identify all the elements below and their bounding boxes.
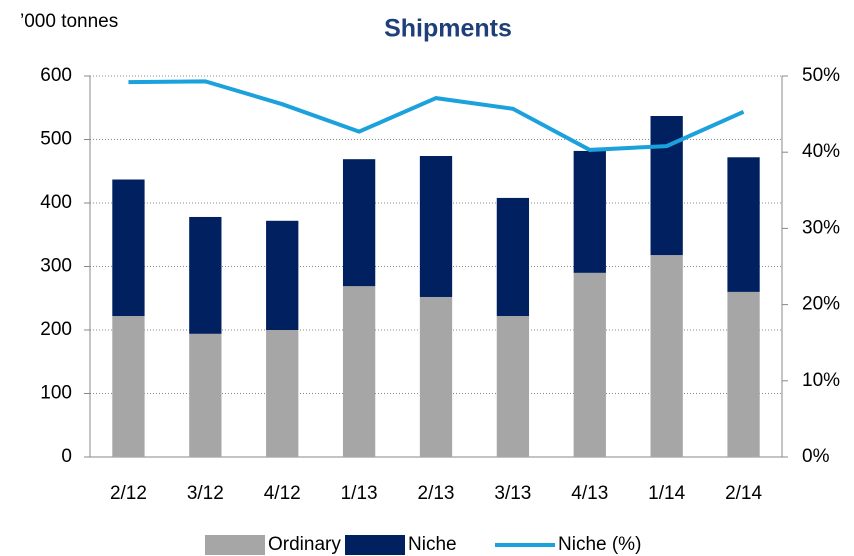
y2-tick-label: 0% (802, 446, 830, 467)
bar (266, 330, 299, 457)
y-tick-label: 200 (40, 319, 72, 340)
line (128, 79, 745, 152)
bar (112, 316, 145, 457)
chart-title: Shipments (384, 15, 512, 43)
x-tick-label: 2/13 (418, 483, 455, 504)
bar (112, 179, 145, 317)
y2-tick-label: 40% (802, 141, 840, 162)
x-tick-label: 1/13 (341, 483, 378, 504)
y-tick-label: 300 (40, 256, 72, 277)
legend-swatch (205, 535, 265, 555)
y-tick-label: 500 (40, 129, 72, 150)
bar (573, 272, 606, 457)
x-tick-label: 2/12 (110, 483, 147, 504)
x-tick-label: 4/13 (571, 483, 608, 504)
y-axis-label: ’000 tonnes (20, 11, 118, 32)
y2-tick-label: 50% (802, 65, 840, 86)
x-tick-label: 2/14 (725, 483, 762, 504)
bar (496, 316, 530, 457)
y2-tick-label: 10% (802, 370, 840, 391)
bar (419, 296, 453, 457)
y2-tick-label: 30% (802, 217, 840, 238)
bar (727, 157, 760, 292)
legend-label: Niche (408, 534, 457, 555)
bar (342, 159, 376, 287)
y-tick-label: 0 (61, 446, 72, 467)
bar (496, 197, 530, 317)
bar (189, 333, 222, 457)
bar (650, 116, 683, 256)
bar (189, 216, 222, 334)
legend-label: Ordinary (268, 534, 341, 555)
y2-tick-label: 20% (802, 294, 840, 315)
bar (650, 255, 683, 457)
y-tick-label: 400 (40, 192, 72, 213)
bar (727, 291, 760, 457)
bar (266, 220, 299, 330)
x-tick-label: 4/12 (264, 483, 301, 504)
bar (419, 156, 453, 297)
x-tick-label: 1/14 (648, 483, 685, 504)
bar (573, 150, 606, 273)
y-tick-label: 100 (40, 383, 72, 404)
y-tick-label: 600 (40, 65, 72, 86)
bar (342, 286, 376, 457)
x-tick-label: 3/13 (494, 483, 531, 504)
x-tick-label: 3/12 (187, 483, 224, 504)
legend-label: Niche (%) (558, 534, 641, 555)
legend-swatch (345, 535, 405, 555)
